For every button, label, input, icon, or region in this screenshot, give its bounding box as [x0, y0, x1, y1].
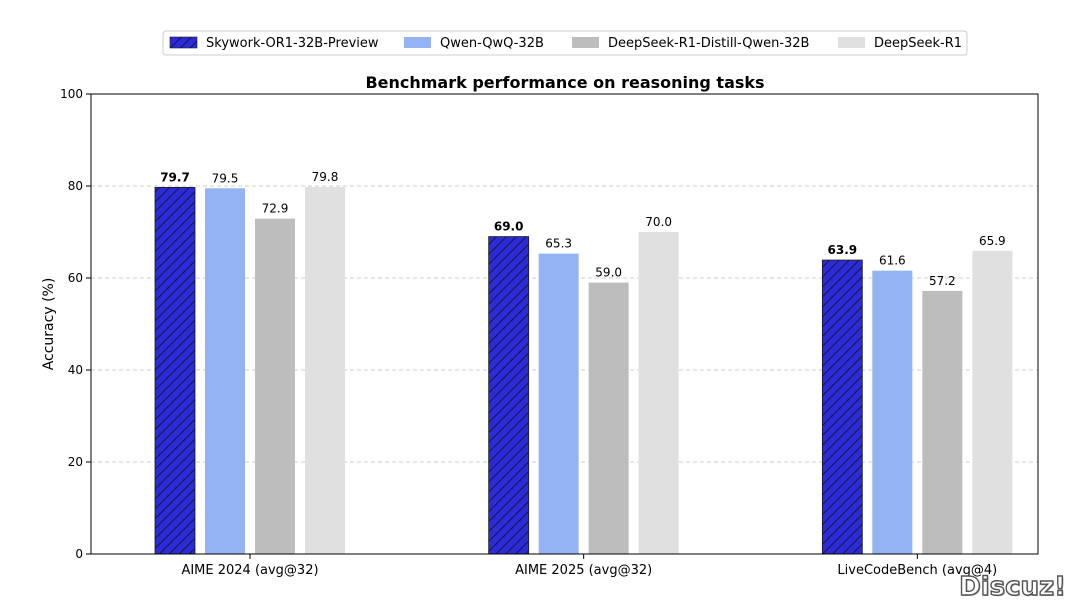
- y-tick-label: 40: [68, 363, 83, 377]
- bar-0-1: [205, 188, 245, 555]
- value-label-2-2: 57.2: [929, 274, 956, 288]
- watermark-logo: Discuz!: [958, 571, 1066, 602]
- x-tick-label-0: AIME 2024 (avg@32): [181, 563, 318, 578]
- bar-1-0: [488, 236, 530, 555]
- value-labels: 79.7 79.5 72.9 79.8 69.0 65.3 59.0 70.0 63.9 61.6…: [160, 170, 1005, 288]
- bars: [154, 186, 1013, 555]
- y-axis-label: Accuracy (%): [41, 278, 57, 371]
- legend-swatch-2: [572, 37, 599, 48]
- bar-2-0: [821, 259, 863, 555]
- legend-swatch-0: [169, 36, 198, 49]
- value-label-0-1: 79.5: [212, 171, 239, 185]
- plot-frame: [90, 93, 1039, 555]
- x-tick-label-1: AIME 2025 (avg@32): [515, 563, 652, 578]
- value-label-1-0: 69.0: [494, 220, 524, 234]
- chart-title: Benchmark performance on reasoning tasks: [365, 73, 764, 92]
- x-axis: AIME 2024 (avg@32) AIME 2025 (avg@32) Live…: [181, 554, 997, 578]
- value-label-0-3: 79.8: [312, 170, 339, 184]
- bar-0-3: [305, 186, 345, 555]
- value-label-0-0: 79.7: [160, 170, 190, 184]
- bar-1-1: [538, 253, 579, 554]
- y-tick-label: 80: [68, 179, 83, 193]
- bar-1-2: [588, 282, 629, 554]
- value-label-1-3: 70.0: [645, 215, 672, 229]
- value-label-0-2: 72.9: [262, 202, 289, 216]
- legend-label-3: DeepSeek-R1: [874, 36, 962, 51]
- value-label-1-2: 59.0: [595, 266, 622, 280]
- legend-label-0: Skywork-OR1-32B-Preview: [206, 36, 379, 51]
- value-label-2-0: 63.9: [828, 243, 858, 257]
- y-tick-label: 0: [75, 547, 83, 561]
- bar-2-1: [872, 270, 913, 554]
- value-label-2-3: 65.9: [979, 234, 1006, 248]
- legend-label-1: Qwen-QwQ-32B: [440, 36, 544, 51]
- bar-1-3: [638, 232, 679, 554]
- legend-swatch-1: [404, 37, 431, 48]
- bar-2-2: [922, 290, 963, 554]
- y-tick-label: 60: [68, 271, 83, 285]
- bar-2-3: [972, 250, 1013, 555]
- value-label-1-1: 65.3: [545, 237, 572, 251]
- legend-frame: [162, 30, 968, 56]
- bar-0-2: [255, 218, 295, 554]
- grid-lines: [91, 185, 1038, 463]
- y-tick-label: 20: [68, 455, 83, 469]
- x-tick-label-2: LiveCodeBench (avg@4): [837, 563, 997, 578]
- bar-0-0: [154, 186, 196, 555]
- legend-label-2: DeepSeek-R1-Distill-Qwen-32B: [608, 36, 809, 51]
- legend: Skywork-OR1-32B-Preview Qwen-QwQ-32B DeepS…: [162, 30, 968, 56]
- y-axis: 0 20 40 60 80 100: [60, 87, 91, 561]
- legend-swatch-3: [838, 37, 865, 48]
- value-label-2-1: 61.6: [879, 254, 906, 268]
- y-tick-label: 100: [60, 87, 83, 101]
